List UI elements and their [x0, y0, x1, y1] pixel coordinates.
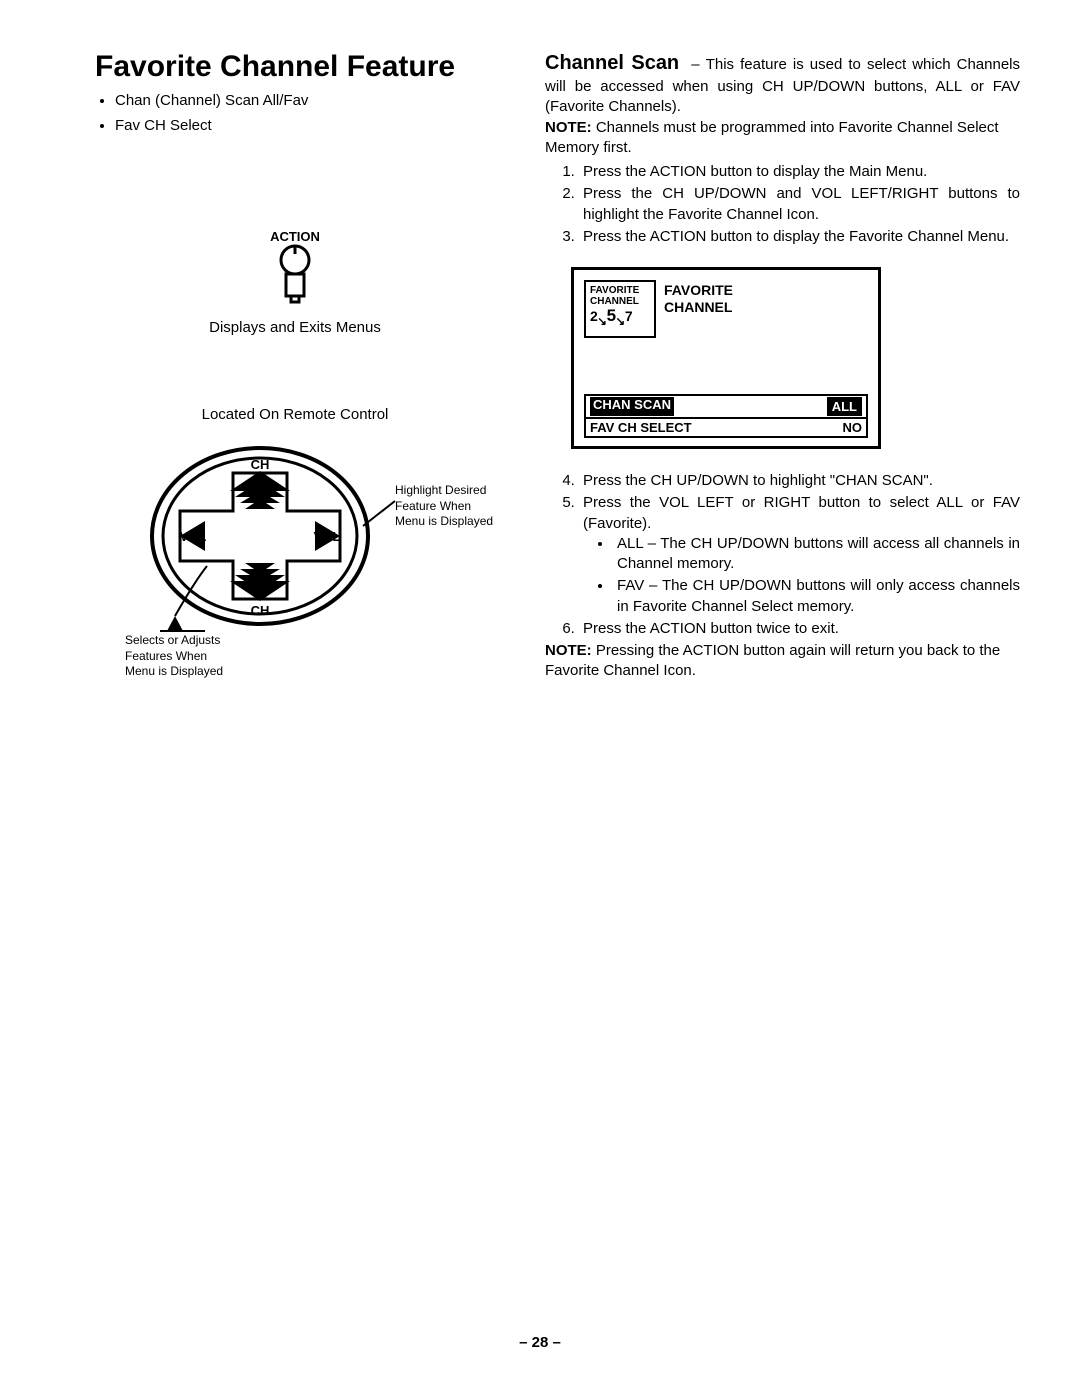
osd-title-l2: CHANNEL — [664, 299, 733, 316]
osd-title-l1: FAVORITE — [664, 282, 733, 299]
note-body: Pressing the ACTION button again will re… — [545, 642, 1000, 679]
note-body: Channels must be programmed into Favorit… — [545, 119, 999, 156]
osd-row-value: NO — [843, 420, 863, 435]
osd-row-fav-select: FAV CH SELECT NO — [586, 417, 866, 436]
osd-title: FAVORITE CHANNEL — [664, 280, 733, 338]
caption-line: Highlight Desired — [395, 483, 493, 499]
note-2: NOTE: Pressing the ACTION button again w… — [545, 641, 1020, 682]
dpad-icon: CH CH VOL VOL — [95, 431, 495, 661]
caption-line: Menu is Displayed — [125, 664, 223, 680]
sub-item: ALL – The CH UP/DOWN buttons will access… — [613, 534, 1020, 575]
action-icon — [268, 244, 322, 304]
action-label: ACTION — [95, 229, 495, 244]
osd-header: FAVORITE CHANNEL 2↘5↘7 FAVORITE CHANNEL — [584, 280, 868, 338]
steps-list-a: Press the ACTION button to display the M… — [545, 162, 1020, 247]
step-item: Press the CH UP/DOWN and VOL LEFT/RIGHT … — [579, 184, 1020, 225]
remote-right-caption: Highlight Desired Feature When Menu is D… — [395, 483, 493, 530]
page-number: – 28 – — [0, 1334, 1080, 1351]
two-column-layout: Favorite Channel Feature Chan (Channel) … — [95, 50, 1020, 682]
osd-row-label: FAV CH SELECT — [590, 420, 692, 435]
feature-list: Chan (Channel) Scan All/Fav Fav CH Selec… — [95, 90, 495, 137]
manual-page: Favorite Channel Feature Chan (Channel) … — [0, 0, 1080, 1385]
note-label: NOTE: — [545, 642, 592, 659]
action-button-diagram: ACTION Displays and Exits Menus — [95, 229, 495, 336]
num-r: 7 — [625, 308, 632, 324]
osd-row-label: CHAN SCAN — [590, 397, 674, 416]
action-caption: Displays and Exits Menus — [95, 319, 495, 336]
steps-list-b: Press the CH UP/DOWN to highlight "CHAN … — [545, 471, 1020, 639]
osd-icon-l1: FAVORITE — [590, 285, 650, 296]
intro-paragraph: Channel Scan – This feature is used to s… — [545, 50, 1020, 118]
list-item: Fav CH Select — [115, 115, 495, 138]
step-item: Press the ACTION button to display the M… — [579, 162, 1020, 182]
caption-line: Features When — [125, 649, 223, 665]
step-item: Press the VOL LEFT or RIGHT button to se… — [579, 493, 1020, 617]
osd-icon-l2: CHANNEL — [590, 296, 650, 307]
osd-menu: CHAN SCAN ALL FAV CH SELECT NO — [584, 394, 868, 438]
step-item: Press the ACTION button twice to exit. — [579, 619, 1020, 639]
svg-text:CH: CH — [251, 457, 270, 472]
osd-icon-nums: 2↘5↘7 — [590, 307, 650, 329]
step-item: Press the CH UP/DOWN to highlight "CHAN … — [579, 471, 1020, 491]
section-heading: Channel Scan — [545, 52, 679, 74]
osd-row-value: ALL — [827, 397, 862, 416]
svg-text:CH: CH — [251, 603, 270, 618]
list-item: Chan (Channel) Scan All/Fav — [115, 90, 495, 113]
note-1: NOTE: Channels must be programmed into F… — [545, 118, 1020, 159]
osd-icon-box: FAVORITE CHANNEL 2↘5↘7 — [584, 280, 656, 338]
left-column: Favorite Channel Feature Chan (Channel) … — [95, 50, 495, 682]
page-title: Favorite Channel Feature — [95, 50, 495, 84]
osd-screenshot: FAVORITE CHANNEL 2↘5↘7 FAVORITE CHANNEL — [571, 267, 1020, 449]
caption-line: Selects or Adjusts — [125, 633, 223, 649]
step-item: Press the ACTION button to display the F… — [579, 227, 1020, 247]
remote-diagram: CH CH VOL VOL Highlight Desired Feature … — [95, 431, 495, 666]
sub-item: FAV – The CH UP/DOWN buttons will only a… — [613, 576, 1020, 617]
remote-left-caption: Selects or Adjusts Features When Menu is… — [125, 633, 223, 680]
caption-line: Menu is Displayed — [395, 514, 493, 530]
dash: – — [691, 56, 699, 73]
svg-text:VOL: VOL — [180, 529, 207, 544]
right-column: Channel Scan – This feature is used to s… — [545, 50, 1020, 682]
svg-text:VOL: VOL — [314, 529, 341, 544]
remote-title: Located On Remote Control — [95, 406, 495, 423]
osd-box: FAVORITE CHANNEL 2↘5↘7 FAVORITE CHANNEL — [571, 267, 881, 449]
step-text: Press the VOL LEFT or RIGHT button to se… — [583, 494, 1020, 531]
caption-line: Feature When — [395, 499, 493, 515]
note-label: NOTE: — [545, 119, 592, 136]
osd-row-chan-scan: CHAN SCAN ALL — [586, 396, 866, 417]
sub-bullets: ALL – The CH UP/DOWN buttons will access… — [583, 534, 1020, 617]
